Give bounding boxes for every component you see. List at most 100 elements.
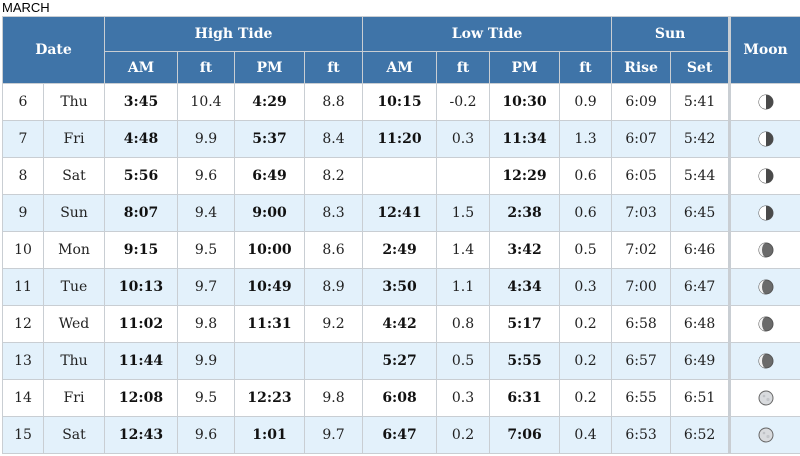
cell-high-pm-height xyxy=(303,342,364,380)
cell-high-pm-time: 10:49 xyxy=(234,268,305,306)
cell-weekday: Tue xyxy=(43,268,105,306)
header-high-pm: PM xyxy=(234,51,305,84)
cell-low-am-time: 6:08 xyxy=(362,379,438,417)
waning-crescent-moon-icon xyxy=(731,316,800,332)
cell-low-pm-time: 6:31 xyxy=(489,379,561,417)
header-high-am: AM xyxy=(104,51,178,84)
header-low-tide: Low Tide xyxy=(362,16,613,52)
header-low-pm: PM xyxy=(489,51,561,84)
cell-low-pm-time: 10:30 xyxy=(489,83,561,121)
cell-high-am-height: 9.4 xyxy=(177,194,235,232)
table-row: 8 Sat 5:56 9.6 6:49 8.2 12:29 0.6 6:05 5:44 xyxy=(2,157,800,195)
cell-high-am-height: 9.6 xyxy=(177,416,235,454)
cell-low-am-time: 3:50 xyxy=(362,268,438,306)
cell-sunset: 6:48 xyxy=(670,305,731,343)
cell-sunrise: 6:09 xyxy=(611,83,672,121)
cell-high-pm-time: 5:37 xyxy=(234,120,305,158)
cell-sunrise: 6:07 xyxy=(611,120,672,158)
table-row: 7 Fri 4:48 9.9 5:37 8.4 11:20 0.3 11:34 1.3 6:07 5:… xyxy=(2,120,800,158)
last-quarter-moon-icon xyxy=(731,131,800,147)
cell-high-pm-time: 10:00 xyxy=(234,231,305,269)
table-row: 12 Wed 11:02 9.8 11:31 9.2 4:42 0.8 5:17 0.2 6:58 6… xyxy=(2,305,800,343)
cell-weekday: Thu xyxy=(43,83,105,121)
cell-high-am-time: 12:43 xyxy=(104,416,178,454)
cell-high-pm-height: 8.8 xyxy=(303,83,364,121)
cell-day: 6 xyxy=(2,83,44,121)
cell-moon xyxy=(728,231,800,269)
cell-low-pm-height: 0.6 xyxy=(559,157,613,195)
cell-low-am-time: 12:41 xyxy=(362,194,438,232)
cell-high-am-height: 9.8 xyxy=(177,305,235,343)
tide-table: Date High Tide Low Tide Sun Moon AM ft P… xyxy=(2,16,800,454)
cell-sunset: 6:47 xyxy=(670,268,731,306)
cell-high-am-height: 9.5 xyxy=(177,379,235,417)
header-low-pm-ft: ft xyxy=(559,51,613,84)
header-sun-set: Set xyxy=(670,51,731,84)
cell-day: 14 xyxy=(2,379,44,417)
cell-low-am-height: 0.3 xyxy=(436,379,491,417)
header-low-am: AM xyxy=(362,51,438,84)
cell-day: 10 xyxy=(2,231,44,269)
cell-high-pm-time: 1:01 xyxy=(234,416,305,454)
cell-sunrise: 7:02 xyxy=(611,231,672,269)
cell-low-am-height: 0.8 xyxy=(436,305,491,343)
cell-sunrise: 7:03 xyxy=(611,194,672,232)
cell-weekday: Sat xyxy=(43,157,105,195)
cell-high-am-time: 11:44 xyxy=(104,342,178,380)
cell-sunrise: 6:57 xyxy=(611,342,672,380)
cell-low-pm-time: 7:06 xyxy=(489,416,561,454)
cell-sunset: 6:49 xyxy=(670,342,731,380)
cell-moon xyxy=(728,194,800,232)
cell-low-am-height: 0.3 xyxy=(436,120,491,158)
cell-low-pm-height: 0.2 xyxy=(559,305,613,343)
cell-high-pm-height: 9.8 xyxy=(303,379,364,417)
cell-low-am-time: 11:20 xyxy=(362,120,438,158)
cell-low-pm-time: 2:38 xyxy=(489,194,561,232)
cell-weekday: Wed xyxy=(43,305,105,343)
cell-high-pm-time: 11:31 xyxy=(234,305,305,343)
cell-moon xyxy=(728,379,800,417)
cell-low-pm-height: 0.6 xyxy=(559,194,613,232)
last-quarter-moon-icon xyxy=(731,94,800,110)
cell-low-am-time: 4:42 xyxy=(362,305,438,343)
cell-day: 13 xyxy=(2,342,44,380)
header-high-am-ft: ft xyxy=(177,51,235,84)
waning-crescent-moon-icon xyxy=(731,242,800,258)
cell-high-am-height: 9.7 xyxy=(177,268,235,306)
cell-high-am-time: 8:07 xyxy=(104,194,178,232)
cell-low-pm-time: 3:42 xyxy=(489,231,561,269)
cell-weekday: Sat xyxy=(43,416,105,454)
cell-low-am-time xyxy=(362,157,438,195)
cell-sunrise: 7:00 xyxy=(611,268,672,306)
cell-low-pm-time: 4:34 xyxy=(489,268,561,306)
table-row: 14 Fri 12:08 9.5 12:23 9.8 6:08 0.3 6:31 0.2 6:55 6… xyxy=(2,379,800,417)
cell-low-am-time: 5:27 xyxy=(362,342,438,380)
cell-low-pm-time: 12:29 xyxy=(489,157,561,195)
cell-low-am-height: 1.4 xyxy=(436,231,491,269)
table-row: 13 Thu 11:44 9.9 5:27 0.5 5:55 0.2 6:57 6:49 xyxy=(2,342,800,380)
table-row: 6 Thu 3:45 10.4 4:29 8.8 10:15 -0.2 10:30 0.9 6:09… xyxy=(2,83,800,121)
header-sun-rise: Rise xyxy=(611,51,672,84)
cell-moon xyxy=(728,83,800,121)
cell-high-am-height: 9.6 xyxy=(177,157,235,195)
cell-sunrise: 6:55 xyxy=(611,379,672,417)
cell-high-pm-height: 9.7 xyxy=(303,416,364,454)
cell-day: 12 xyxy=(2,305,44,343)
cell-sunrise: 6:58 xyxy=(611,305,672,343)
table-row: 11 Tue 10:13 9.7 10:49 8.9 3:50 1.1 4:34 0.3 7:00 6… xyxy=(2,268,800,306)
header-moon: Moon xyxy=(728,16,800,84)
cell-low-pm-time: 5:55 xyxy=(489,342,561,380)
cell-day: 8 xyxy=(2,157,44,195)
new-moon-moon-icon xyxy=(731,390,800,406)
cell-low-pm-height: 0.5 xyxy=(559,231,613,269)
cell-weekday: Fri xyxy=(43,379,105,417)
cell-weekday: Mon xyxy=(43,231,105,269)
cell-high-am-time: 10:13 xyxy=(104,268,178,306)
last-quarter-moon-icon xyxy=(731,168,800,184)
tide-table-body: 6 Thu 3:45 10.4 4:29 8.8 10:15 -0.2 10:30 0.9 6:09… xyxy=(2,83,800,454)
cell-day: 15 xyxy=(2,416,44,454)
cell-high-am-height: 9.9 xyxy=(177,120,235,158)
cell-moon xyxy=(728,157,800,195)
cell-moon xyxy=(728,416,800,454)
waning-crescent-moon-icon xyxy=(731,279,800,295)
